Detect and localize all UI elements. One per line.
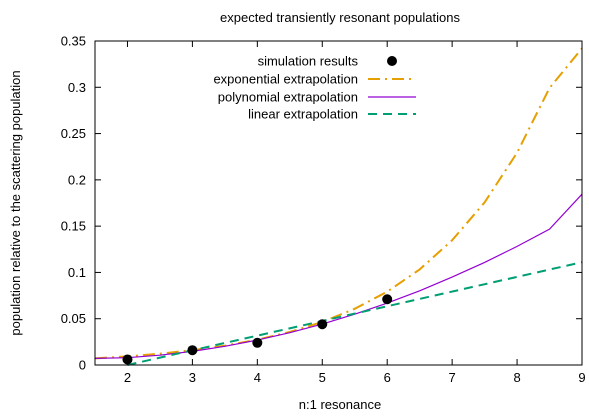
series-line-2 bbox=[94, 193, 583, 359]
y-tick-label: 0.1 bbox=[68, 265, 86, 280]
data-point bbox=[382, 294, 393, 305]
y-tick-label: 0.35 bbox=[61, 34, 86, 49]
data-point bbox=[317, 319, 328, 330]
legend-label: exponential extrapolation bbox=[213, 72, 358, 87]
series-line-1 bbox=[94, 47, 583, 360]
plot-area: 2 3 4 5 6 7 8 9 0 0.05 0.1 0.15 0.2 0.25 0.3 0.35 bbox=[61, 34, 586, 386]
x-tick-label: 2 bbox=[124, 370, 131, 385]
series-line-3 bbox=[127, 261, 583, 366]
y-tick-label: 0.15 bbox=[61, 219, 86, 234]
x-tick-label: 9 bbox=[578, 370, 585, 385]
data-point bbox=[252, 337, 263, 348]
plot-border bbox=[94, 40, 583, 366]
x-tick-label: 8 bbox=[513, 370, 520, 385]
data-point bbox=[122, 354, 133, 365]
legend-label: linear extrapolation bbox=[248, 107, 358, 122]
y-tick-label: 0.25 bbox=[61, 126, 86, 141]
legend-marker bbox=[387, 56, 397, 66]
x-tick-label: 4 bbox=[254, 370, 261, 385]
y-tick-label: 0.05 bbox=[61, 311, 86, 326]
legend-label: polynomial extrapolation bbox=[218, 90, 358, 105]
y-tick-label: 0.3 bbox=[68, 80, 86, 95]
x-axis-label: n:1 resonance bbox=[299, 397, 381, 412]
data-point bbox=[187, 345, 198, 356]
chart-title: expected transiently resonant population… bbox=[220, 10, 460, 25]
y-axis-label: population relative to the scattering po… bbox=[8, 70, 23, 335]
x-tick-label: 3 bbox=[189, 370, 196, 385]
x-tick-label: 7 bbox=[449, 370, 456, 385]
x-tick-label: 5 bbox=[319, 370, 326, 385]
y-tick-label: 0 bbox=[79, 358, 86, 373]
x-tick-label: 6 bbox=[384, 370, 391, 385]
legend: simulation results exponential extrapolat… bbox=[213, 54, 416, 122]
y-tick-label: 0.2 bbox=[68, 172, 86, 187]
legend-label: simulation results bbox=[258, 54, 359, 69]
